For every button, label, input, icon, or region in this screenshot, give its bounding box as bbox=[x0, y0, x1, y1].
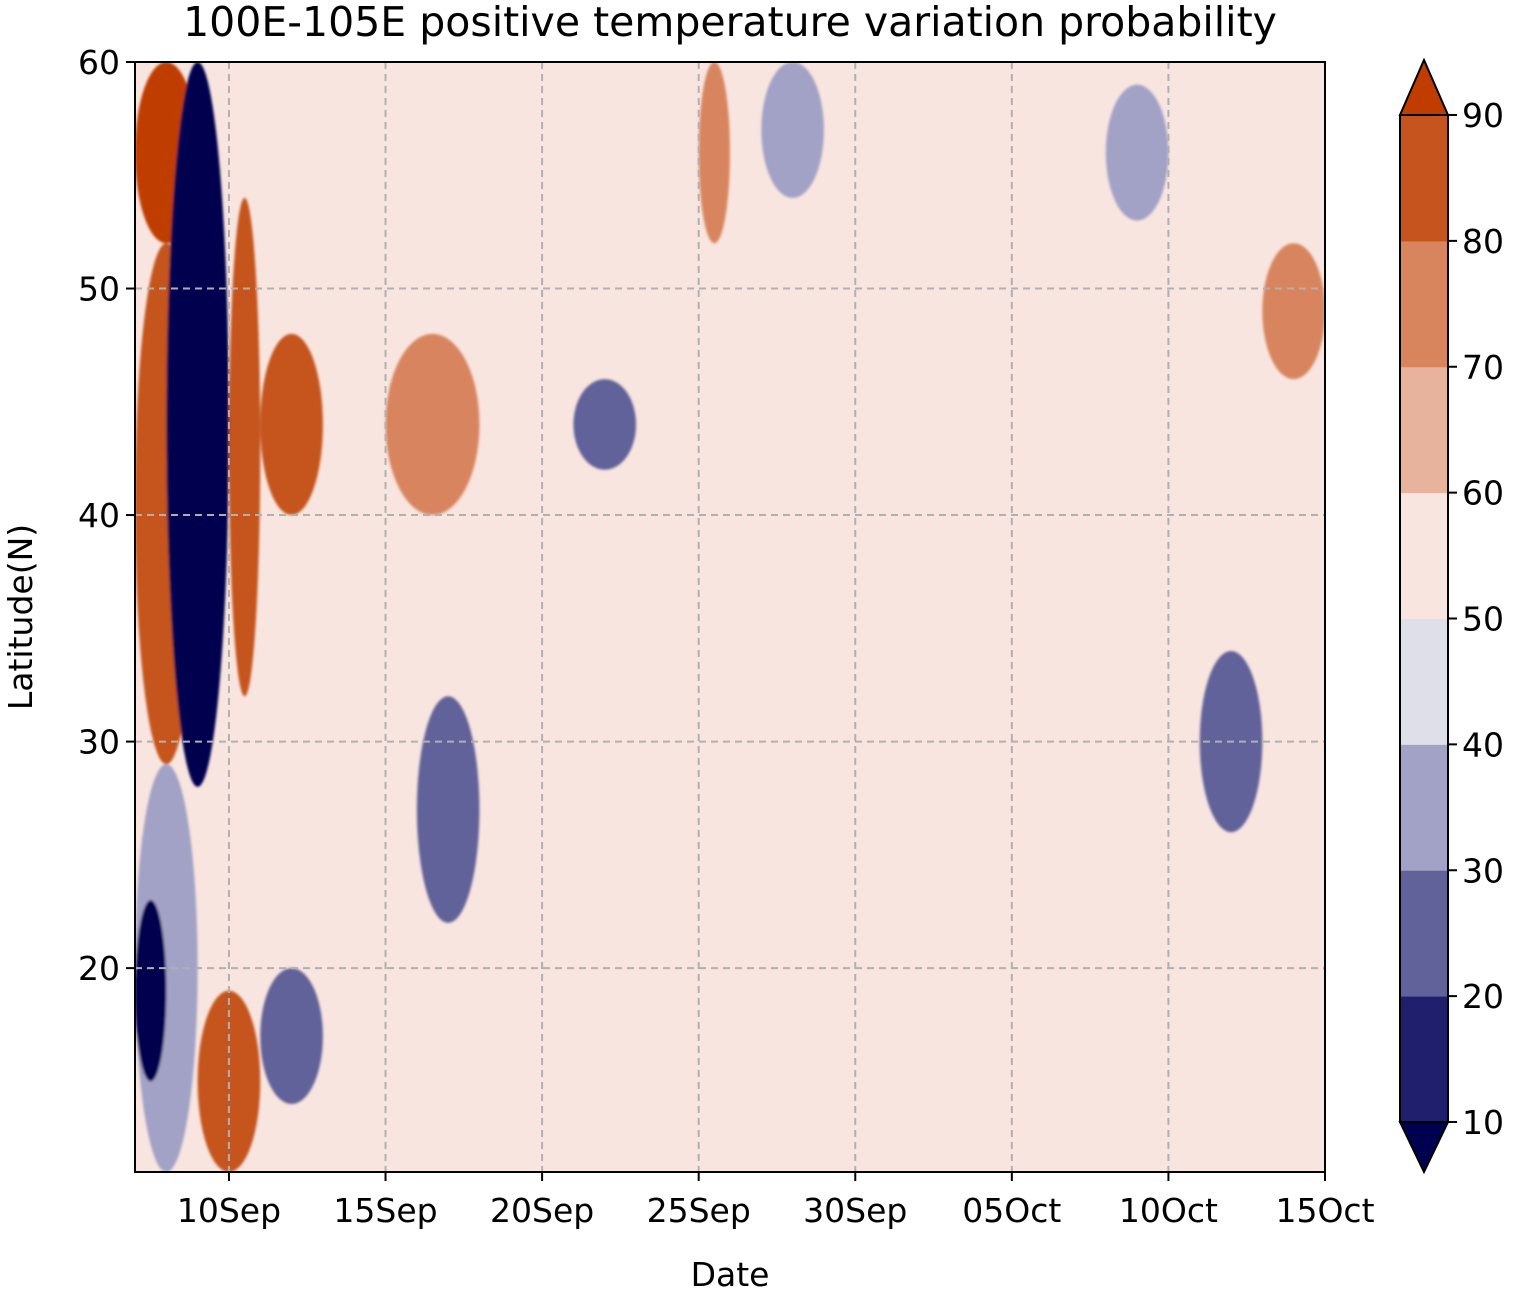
colorbar-segment-6 bbox=[1400, 240, 1448, 368]
colorbar-over-triangle bbox=[1398, 57, 1450, 116]
colorbar-label-4: 50 bbox=[1462, 600, 1504, 639]
colorbar-label-8: 90 bbox=[1462, 96, 1504, 135]
y-tick-label-2: 40 bbox=[78, 496, 120, 535]
colorbar-segment-5 bbox=[1400, 366, 1448, 494]
x-axis-ticks: 10Sep 15Sep 20Sep 25Sep 30Sep 05Oct 10Oct 15Oct bbox=[177, 1172, 1375, 1230]
x-tick-label-2: 20Sep bbox=[490, 1191, 594, 1230]
colorbar-label-1: 20 bbox=[1462, 977, 1504, 1016]
x-tick-label-0: 10Sep bbox=[177, 1191, 281, 1230]
contour-region-5 bbox=[228, 197, 261, 697]
x-tick-label-7: 15Oct bbox=[1275, 1191, 1374, 1230]
colorbar-segment-1 bbox=[1400, 870, 1448, 997]
colorbar-segment-7 bbox=[1400, 115, 1448, 242]
chart-title: 100E-105E positive temperature variation… bbox=[183, 0, 1277, 46]
x-axis-label: Date bbox=[691, 1255, 770, 1290]
contour-region-10 bbox=[416, 696, 480, 923]
contour-region-7 bbox=[197, 990, 261, 1172]
colorbar-label-7: 80 bbox=[1462, 222, 1504, 261]
colorbar-under-triangle bbox=[1398, 1121, 1450, 1175]
y-axis-label: Latitude(N) bbox=[1, 524, 40, 710]
y-tick-label-4: 60 bbox=[78, 43, 120, 82]
y-axis-ticks: 20 30 40 50 60 bbox=[78, 43, 135, 988]
colorbar-label-0: 10 bbox=[1462, 1103, 1504, 1142]
colorbar-label-5: 60 bbox=[1462, 474, 1504, 513]
contour-region-6 bbox=[260, 333, 323, 516]
plot-frame bbox=[134, 61, 1326, 1173]
y-tick-label-0: 20 bbox=[78, 949, 120, 988]
x-tick-label-4: 30Sep bbox=[803, 1191, 907, 1230]
contour-region-8 bbox=[260, 968, 323, 1105]
contour-region-14 bbox=[1262, 243, 1325, 380]
x-tick-label-3: 25Sep bbox=[647, 1191, 751, 1230]
y-tick-label-1: 30 bbox=[78, 723, 120, 762]
colorbar-segment-4 bbox=[1400, 492, 1448, 619]
x-tick-label-5: 05Oct bbox=[962, 1191, 1061, 1230]
colorbar: 10 20 30 40 50 60 70 80 90 bbox=[1398, 57, 1504, 1175]
contour-region-4 bbox=[166, 62, 229, 787]
contour-region-16 bbox=[1105, 84, 1169, 221]
x-tick-label-1: 15Sep bbox=[333, 1191, 437, 1230]
colorbar-label-3: 40 bbox=[1462, 725, 1504, 764]
contour-region-3 bbox=[135, 900, 167, 1082]
colorbar-label-6: 70 bbox=[1462, 348, 1504, 387]
contour-region-9 bbox=[385, 333, 480, 516]
colorbar-segment-2 bbox=[1400, 744, 1448, 871]
plot-area bbox=[135, 62, 1325, 1172]
contour-region-12 bbox=[698, 62, 730, 244]
grid-lines bbox=[135, 61, 1326, 1172]
colorbar-label-2: 30 bbox=[1462, 851, 1504, 890]
y-tick-label-3: 50 bbox=[78, 270, 120, 309]
colorbar-segment-0 bbox=[1400, 996, 1448, 1123]
contour-region-13 bbox=[761, 62, 824, 198]
colorbar-segment-3 bbox=[1400, 618, 1448, 745]
x-tick-label-6: 10Oct bbox=[1119, 1191, 1218, 1230]
contour-region-11 bbox=[573, 379, 637, 470]
